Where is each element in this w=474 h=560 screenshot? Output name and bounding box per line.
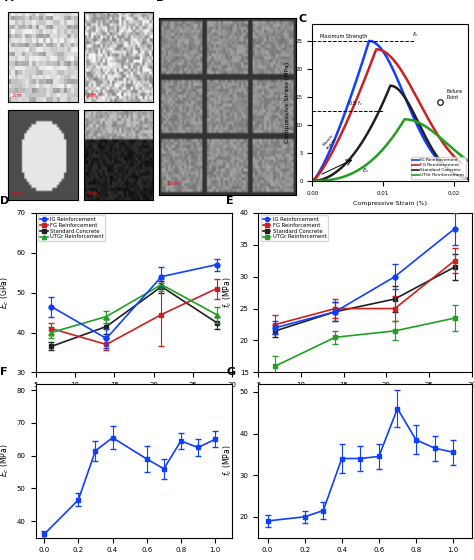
X-axis label: t (days): t (days) (350, 394, 380, 403)
Text: 5cm: 5cm (87, 191, 98, 196)
Text: F: F (0, 367, 8, 377)
X-axis label: Compressive Strain (%): Compressive Strain (%) (353, 201, 428, 206)
Legend: IG Reinforcement, FG Reinforcement, Standard Concrete, UTGr Reinforcement: IG Reinforcement, FG Reinforcement, Stan… (261, 216, 328, 241)
Y-axis label: $E_c$ (MPa): $E_c$ (MPa) (0, 444, 11, 477)
Text: G: G (227, 367, 236, 377)
Y-axis label: $f_c$ (MPa): $f_c$ (MPa) (221, 445, 234, 477)
Legend: IG Reinforcement, FG Reinforcement, Standard Concrete, UTGr Reinforcement: IG Reinforcement, FG Reinforcement, Stan… (38, 216, 105, 241)
Text: $E_c$: $E_c$ (362, 166, 370, 175)
Text: Elastic
region: Elastic region (322, 133, 338, 150)
Y-axis label: $E_c$ (GPa): $E_c$ (GPa) (0, 276, 11, 309)
Legend: IG Reinforcement, FG Reinforcement, Standard Concrete, UTGr Reinforcement: IG Reinforcement, FG Reinforcement, Stan… (410, 157, 466, 179)
Text: E: E (227, 197, 234, 207)
Y-axis label: $f_c$ (MPa): $f_c$ (MPa) (221, 277, 234, 309)
Text: $f_c$: $f_c$ (411, 30, 418, 39)
Text: 2cm: 2cm (87, 93, 98, 98)
X-axis label: t (days): t (days) (119, 394, 149, 403)
Text: C: C (299, 14, 307, 24)
Text: Maximum Strength: Maximum Strength (319, 34, 367, 39)
Text: 5cm: 5cm (11, 191, 22, 196)
Text: 0.5 $f_c$: 0.5 $f_c$ (348, 99, 363, 108)
Text: D: D (0, 197, 9, 207)
Text: Failure
Point: Failure Point (447, 89, 463, 100)
Text: 10cm: 10cm (166, 181, 180, 186)
Text: B: B (156, 0, 165, 2)
X-axis label: $C_{IG}$ (g/L): $C_{IG}$ (g/L) (118, 559, 150, 560)
Text: 2cm: 2cm (11, 93, 22, 98)
X-axis label: $C_{IG}$ (g/L): $C_{IG}$ (g/L) (349, 559, 381, 560)
Y-axis label: Compressive Stress (MPa): Compressive Stress (MPa) (285, 62, 290, 143)
Text: A: A (5, 0, 13, 2)
